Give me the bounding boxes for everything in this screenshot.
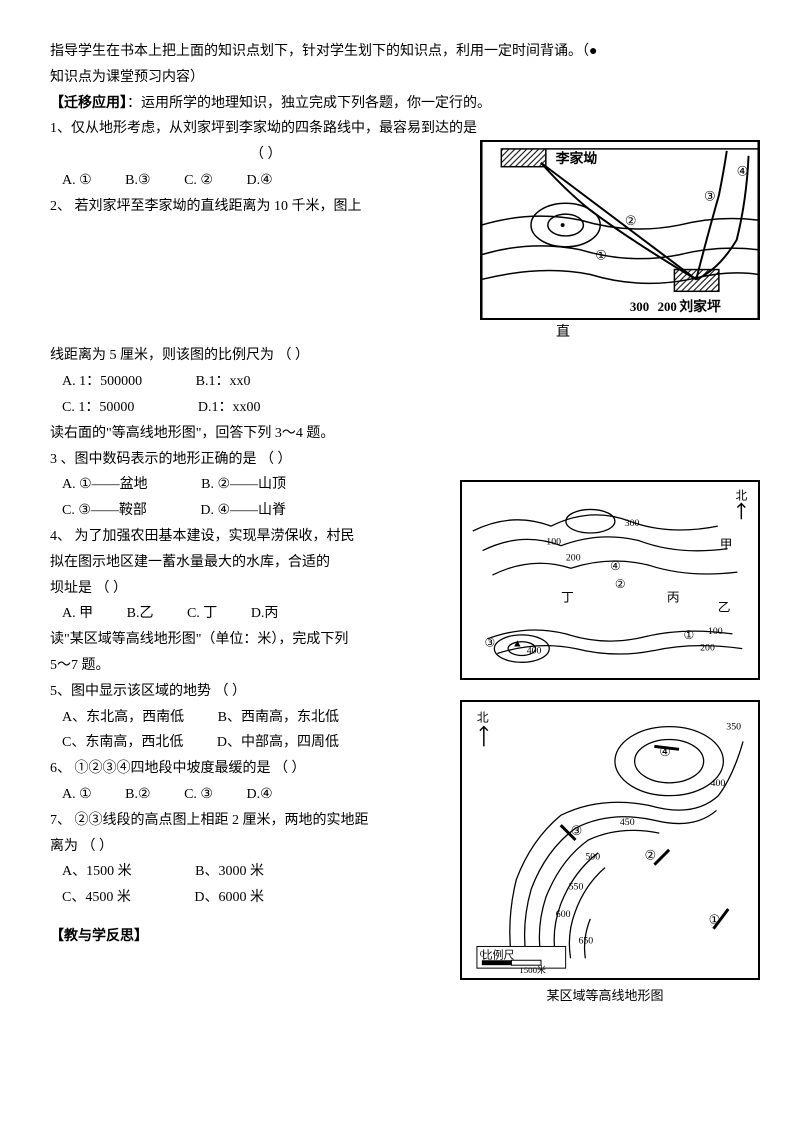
q3-b: B. ②——山顶 [201,477,286,492]
q2-d: D.1：xx00 [198,400,261,415]
svg-text:④: ④ [610,560,621,573]
svg-text:200: 200 [658,300,677,314]
q4-b: B.乙 [127,606,154,621]
svg-text:1500米: 1500米 [519,964,546,975]
intro-line2: 知识点为课堂预习内容） [50,66,750,90]
svg-text:③: ③ [485,637,496,650]
svg-text:③: ③ [704,189,716,203]
svg-text:0: 0 [480,948,485,958]
svg-text:甲: 甲 [720,538,733,552]
transfer-label: 【迁移应用】 [50,96,127,111]
q7-c: C、4500 米 [62,890,131,905]
figure-2: 北 100 200 300 400 ▲ 甲 乙 丙 丁 ① ② ③ ④ 100 … [460,480,760,680]
svg-text:300: 300 [625,518,640,529]
reading1: 读右面的"等高线地形图"，回答下列 3～4 题。 [50,422,750,446]
svg-text:300: 300 [630,300,649,314]
q7-d: D、6000 米 [194,890,264,905]
q7-a: A、1500 米 [62,864,132,879]
q5-a: A、东北高，西南低 [62,710,184,725]
svg-text:600: 600 [556,909,571,920]
svg-text:▲: ▲ [512,638,523,650]
q5-d: D、中部高，四周低 [217,735,339,750]
q2-c: C. 1：50000 [62,400,134,415]
q2-a: A. 1：500000 [62,374,142,389]
transfer-text: ：运用所学的地理知识，独立完成下列各题，你一定行的。 [127,96,491,111]
q1-c: C. ② [184,173,213,188]
svg-text:①: ① [595,249,607,263]
svg-text:100: 100 [708,626,723,637]
q1-b: B.③ [125,173,150,188]
q5-c: C、东南高，西北低 [62,735,183,750]
svg-text:北: 北 [477,711,489,725]
q6-d: D.④ [246,787,272,802]
svg-text:乙: 乙 [718,600,731,614]
svg-text:④: ④ [737,165,749,179]
svg-text:北: 北 [735,490,747,503]
q5-b: B、西南高，东北低 [218,710,339,725]
svg-text:②: ② [615,578,626,591]
svg-text:400: 400 [711,778,726,789]
q4-a: A. 甲 [62,606,93,621]
svg-text:200: 200 [566,552,581,563]
transfer-heading: 【迁移应用】：运用所学的地理知识，独立完成下列各题，你一定行的。 [50,92,750,116]
svg-text:350: 350 [726,722,741,733]
svg-text:500: 500 [585,852,600,863]
intro-line1: 指导学生在书本上把上面的知识点划下，针对学生划下的知识点，利用一定时间背诵。（● [50,40,750,64]
svg-text:100: 100 [546,537,561,548]
q3-text: 3 、图中数码表示的地形正确的是 （ ） [50,448,750,472]
q2-b: B.1：xx0 [196,374,251,389]
q3-c: C. ③——鞍部 [62,503,147,518]
q2-options-cd: C. 1：50000 D.1：xx00 [50,396,750,420]
svg-text:②: ② [645,849,656,863]
q2-options-ab: A. 1：500000 B.1：xx0 [50,370,750,394]
svg-text:比例尺: 比例尺 [482,947,515,961]
svg-text:丙: 丙 [667,591,680,605]
svg-text:丁: 丁 [561,591,574,605]
svg-text:200: 200 [700,643,715,654]
q1-a: A. ① [62,173,92,188]
svg-text:①: ① [684,629,695,642]
q2-zhi: 直 [50,321,750,345]
svg-text:刘家坪: 刘家坪 [679,298,721,314]
svg-text:650: 650 [578,936,593,947]
q3-d: D. ④——山脊 [200,503,286,518]
figure-3: 北 350 400 450 500 550 600 650 ① ② ③ ④ 比例… [460,700,760,980]
figure-3-caption: 某区域等高线地形图 [505,985,705,1007]
q3-a: A. ①——盆地 [62,477,148,492]
q4-d: D.丙 [251,606,279,621]
svg-text:550: 550 [569,881,584,892]
q6-c: C. ③ [184,787,213,802]
q6-b: B.② [125,787,150,802]
svg-text:450: 450 [620,817,635,828]
svg-text:②: ② [625,214,637,228]
q1-text: 1、仅从地形考虑，从刘家坪到李家坳的四条路线中，最容易到达的是 [50,117,750,141]
q2-cont: 线距离为 5 厘米，则该图的比例尺为 （ ） [50,344,750,368]
svg-text:400: 400 [527,646,542,657]
q7-b: B、3000 米 [195,864,264,879]
q6-a: A. ① [62,787,92,802]
figure-1: 李家坳 刘家坪 300 200 ① ② ③ ④ [480,140,760,320]
svg-text:李家坳: 李家坳 [555,150,598,166]
q1-d: D.④ [246,173,272,188]
q4-c: C. 丁 [187,606,217,621]
